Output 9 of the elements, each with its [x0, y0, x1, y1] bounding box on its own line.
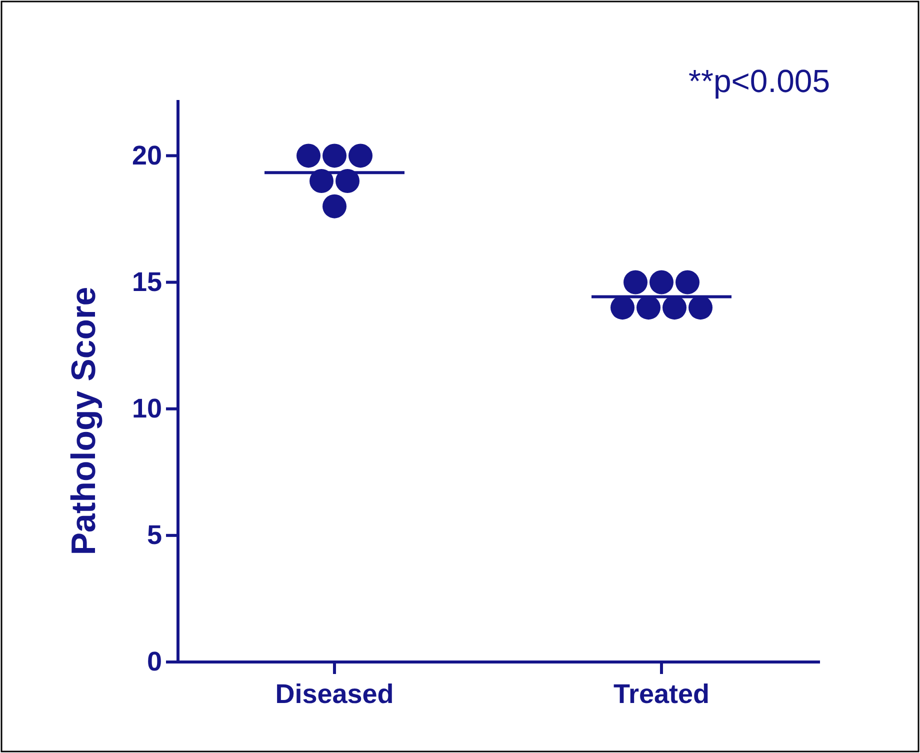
y-axis-title: Pathology Score	[65, 286, 103, 556]
y-tick-label: 5	[146, 520, 162, 550]
y-tick-label: 10	[132, 393, 162, 424]
x-tick-label: Diseased	[275, 679, 394, 710]
y-tick-label: 15	[132, 266, 162, 297]
y-tick-label: 20	[132, 140, 162, 170]
text: **p<0.005	[688, 63, 830, 99]
y-tick-label: 0	[146, 646, 162, 677]
x-tick-label: Treated	[613, 679, 710, 710]
